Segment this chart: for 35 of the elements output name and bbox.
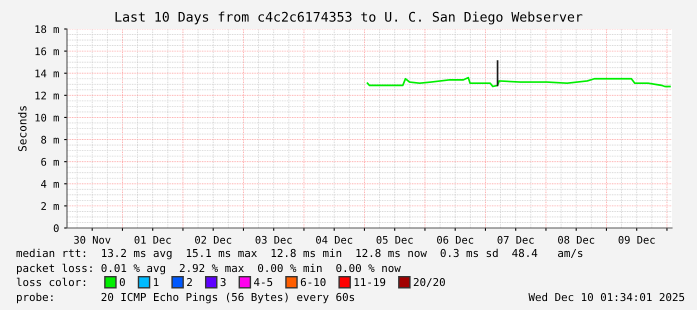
text: packet loss: 0.01 % avg 2.92 % max 0.00 % min 0.00 % now xyxy=(17,264,401,274)
x-tick-label: 02 Dec xyxy=(195,236,232,244)
text: Wed Dec 10 01:34:01 2025 xyxy=(528,292,684,302)
x-tick-label: 30 Nov xyxy=(74,236,111,244)
y-tick-label: 16 m xyxy=(36,47,59,56)
x-tick-label: 09 Dec xyxy=(618,236,655,244)
legend-label: 6-10 xyxy=(300,278,326,286)
x-tick-label: 07 Dec xyxy=(498,236,534,244)
y-tick-label: 18 m xyxy=(36,25,59,34)
y-axis-title: Seconds xyxy=(18,106,27,152)
x-tick-label: 04 Dec xyxy=(316,236,352,244)
text: median rtt: 13.2 ms avg 15.1 ms max 12.8 ms min 12.8 ms now 0.3 ms sd 48.4 am/s xyxy=(16,248,582,260)
y-tick-label: 0 xyxy=(54,224,59,232)
legend-label: 11-19 xyxy=(354,278,386,286)
y-tick-label: 8 m xyxy=(41,136,59,144)
y-tick-label: 6 m xyxy=(41,158,59,166)
y-tick-label: 10 m xyxy=(36,114,59,122)
legend-label: 2 xyxy=(187,278,192,286)
y-tick-label: 14 m xyxy=(36,70,59,78)
text: probe: 20 ICMP Echo Pings (56 Bytes) every 60s xyxy=(17,292,354,304)
x-tick-label: 08 Dec xyxy=(558,236,594,244)
x-tick-label: 01 Dec xyxy=(134,236,171,244)
legend-label: 20/20 xyxy=(414,278,445,288)
legend-label: 0 xyxy=(120,278,125,286)
y-tick-label: 4 m xyxy=(41,180,59,188)
legend-label: 3 xyxy=(220,278,226,286)
legend-label: 4-5 xyxy=(254,278,272,286)
x-tick-label: 03 Dec xyxy=(256,236,292,244)
y-tick-label: 12 m xyxy=(36,92,59,100)
legend-title: loss color: xyxy=(16,278,86,286)
x-tick-label: 05 Dec xyxy=(376,236,413,244)
x-tick-label: 06 Dec xyxy=(437,236,474,244)
legend-label: 1 xyxy=(154,278,158,286)
y-tick-label: 2 m xyxy=(41,202,59,210)
chart-title: Last 10 Days from c4c2c6174353 to U. C. San Diego Webserver xyxy=(116,12,582,24)
